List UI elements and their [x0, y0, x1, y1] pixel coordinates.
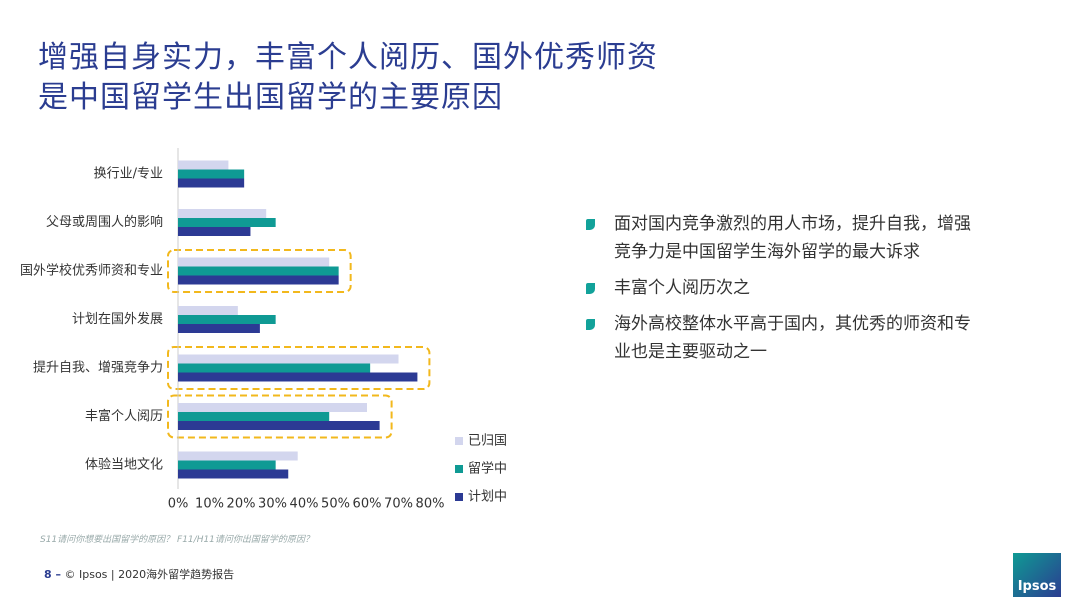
legend-swatch — [455, 465, 463, 473]
bar — [178, 160, 229, 170]
bar — [178, 209, 267, 218]
title-line: 是中国留学生出国留学的主要原因 — [38, 80, 503, 115]
bar — [178, 227, 251, 236]
bar — [178, 403, 367, 412]
footer: 8 – © Ipsos | 2020海外留学趋势报告 — [44, 566, 234, 582]
bar — [178, 421, 380, 430]
footnote: S11请问你想要出国留学的原因？ F11/H11请问你出国留学的原因？ — [40, 535, 314, 545]
y-tick-label: 体验当地文化 — [85, 457, 163, 473]
bullet-list: 面对国内竞争激烈的用人市场，提升自我，增强竞争力是中国留学生海外留学的最大诉求 … — [586, 210, 986, 374]
bar — [178, 451, 298, 461]
x-tick-label: 10% — [195, 497, 224, 512]
y-tick-label: 换行业/专业 — [94, 167, 163, 182]
bullet: 面对国内竞争激烈的用人市场，提升自我，增强竞争力是中国留学生海外留学的最大诉求 — [586, 210, 984, 266]
x-tick-label: 60% — [353, 497, 382, 512]
bar — [178, 324, 260, 333]
bullet: 海外高校整体水平高于国内，其优秀的师资和专业也是主要驱动之一 — [586, 310, 984, 366]
x-tick-label: 0% — [168, 497, 189, 512]
y-tick-label: 国外学校优秀师资和专业 — [20, 263, 163, 279]
x-tick-label: 40% — [290, 497, 319, 512]
highlight-box — [167, 249, 352, 293]
legend-label: 已归国 — [468, 434, 507, 449]
x-tick-label: 50% — [321, 497, 350, 512]
highlight-box — [167, 394, 393, 439]
bar — [178, 354, 399, 364]
legend-swatch — [455, 493, 463, 501]
bar — [178, 469, 289, 479]
logo: Ipsos — [1013, 553, 1061, 597]
x-tick-label: 30% — [258, 497, 287, 512]
bar — [178, 460, 276, 470]
title-line: 增强自身实力，丰富个人阅历、国外优秀师资 — [38, 40, 658, 75]
bar — [178, 218, 276, 227]
bar — [178, 275, 339, 285]
bar — [178, 363, 371, 373]
y-tick-label: 提升自我、增强竞争力 — [33, 360, 163, 376]
x-tick-label: 70% — [384, 497, 413, 512]
bar — [178, 169, 245, 179]
x-tick-label: 80% — [416, 497, 445, 512]
highlight-box — [167, 346, 431, 390]
bar — [178, 372, 418, 382]
legend-label: 计划中 — [468, 490, 507, 505]
bar — [178, 412, 330, 421]
y-tick-label: 计划在国外发展 — [72, 311, 163, 327]
bar — [178, 178, 245, 188]
bullet: 丰富个人阅历次之 — [586, 274, 984, 302]
bar — [178, 306, 238, 315]
bar — [178, 315, 276, 324]
footer-text: © Ipsos | 2020海外留学趋势报告 — [64, 568, 235, 581]
bar — [178, 266, 339, 276]
y-tick-label: 父母或周围人的影响 — [46, 214, 163, 230]
x-tick-label: 20% — [227, 497, 256, 512]
bar — [178, 257, 330, 267]
y-tick-label: 丰富个人阅历 — [85, 408, 163, 424]
page-number: 8 – — [44, 568, 61, 581]
legend-swatch — [455, 437, 463, 445]
legend-label: 留学中 — [468, 461, 507, 477]
